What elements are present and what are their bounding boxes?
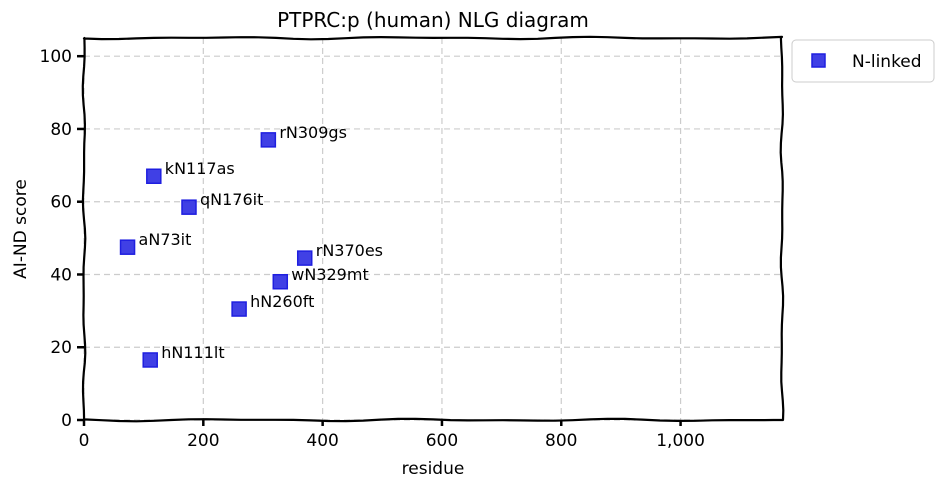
data-point-label-3: aN73it [139,230,192,249]
data-point-2 [181,199,197,215]
data-point-label-5: wN329mt [291,265,368,284]
y-tick-label-0: 0 [61,411,72,431]
plot-frame [81,35,785,423]
data-point-label-1: kN117as [165,159,235,178]
y-tick-label-1: 20 [50,338,72,358]
data-points: rN309gs kN117as qN176it aN73it rN370es wN329m… [119,123,383,368]
y-tick-label-5: 100 [40,47,72,67]
data-point-5 [272,274,289,290]
data-point-4 [296,250,313,266]
chart-title: PTPRC:p (human) NLG diagram [277,8,589,32]
axis-ticks: 0 200 400 600 800 1,000 0 20 40 60 80 100 [40,47,705,451]
data-point-label-0: rN309gs [279,123,347,142]
data-point-0 [260,132,277,148]
x-tick-label-3: 600 [426,431,458,451]
x-tick-label-4: 800 [545,431,577,451]
data-point-label-4: rN370es [316,241,383,260]
y-axis-title: AI-ND score [11,179,31,279]
data-point-label-2: qN176it [200,190,263,209]
x-axis-title: residue [402,459,465,479]
y-tick-label-4: 80 [50,120,72,140]
grid-lines [83,38,782,421]
x-tick-label-0: 0 [79,431,90,451]
data-point-label-6: hN260ft [250,292,314,311]
legend-swatch [811,53,826,68]
data-point-label-7: hN111lt [161,343,224,362]
data-point-3 [119,239,136,255]
x-tick-label-1: 200 [187,431,219,451]
data-point-1 [146,168,162,184]
x-tick-label-2: 400 [306,431,338,451]
y-tick-label-3: 60 [50,193,72,213]
legend: N-linked [791,39,935,83]
y-tick-label-2: 40 [50,265,72,285]
legend-box [791,39,935,83]
data-point-7 [142,352,158,368]
x-tick-label-5: 1,000 [656,431,705,451]
legend-label: N-linked [852,52,922,72]
data-point-6 [231,301,247,317]
